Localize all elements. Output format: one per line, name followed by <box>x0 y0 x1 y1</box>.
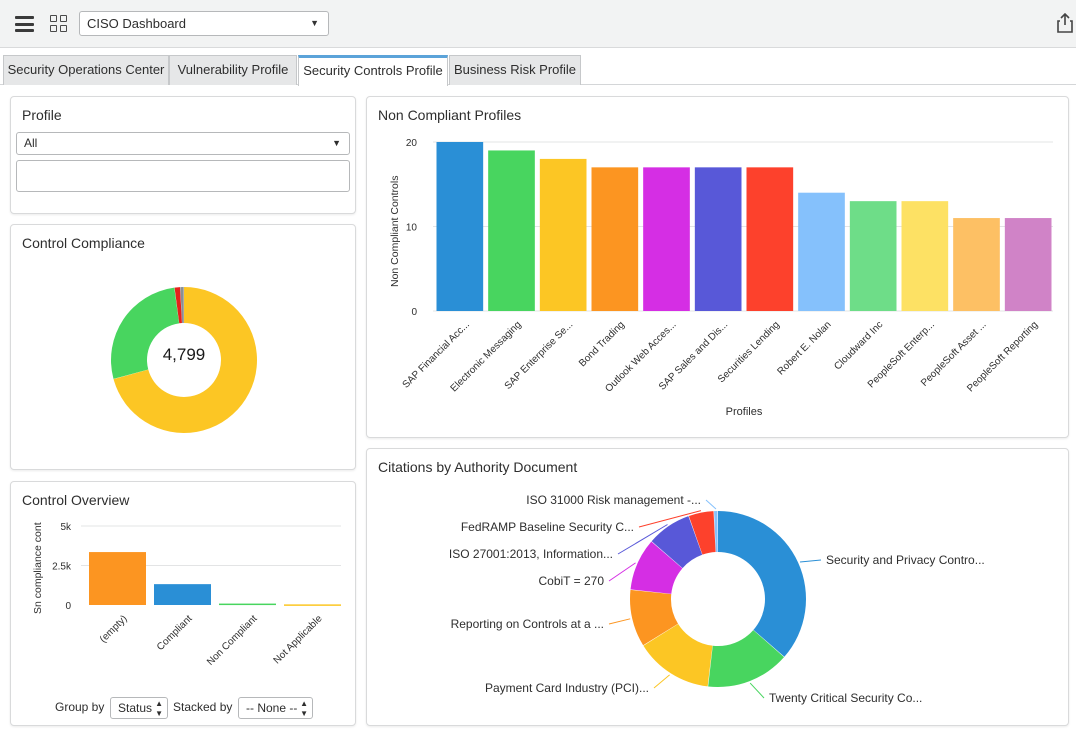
bar-electronic-messaging[interactable] <box>488 150 535 311</box>
stacked-by-label: Stacked by <box>173 700 233 714</box>
citations-card: Citations by Authority Document Security… <box>366 448 1069 726</box>
x-tick-label: Bond Trading <box>577 319 627 369</box>
up-down-icon: ▲ ▼ <box>155 699 163 718</box>
bar-sap-sales-and-dis[interactable] <box>694 167 742 311</box>
leader-line <box>638 510 702 528</box>
group-by-select[interactable]: Status ▲ ▼ <box>110 697 168 719</box>
menu-icon[interactable] <box>15 16 34 32</box>
non-compliant-profiles-chart[interactable]: Non Compliant Controls Profiles 01020SAP… <box>367 97 1070 437</box>
tab-security-controls-profile[interactable]: Security Controls Profile <box>298 55 448 86</box>
slice-label: ISO 31000 Risk management -... <box>526 493 701 507</box>
bar-sap-enterprise-se[interactable] <box>539 158 587 311</box>
slice-label: FedRAMP Baseline Security C... <box>461 520 634 534</box>
control-overview-card: Control Overview Sn compliance cont 0 2.5… <box>10 481 356 726</box>
chevron-down-icon: ▼ <box>332 138 341 148</box>
up-down-icon: ▲ ▼ <box>300 699 308 718</box>
donut-slice-iso-27001-2013-information[interactable] <box>651 516 703 569</box>
donut-slice-payment-card-industry-pci[interactable] <box>643 623 713 687</box>
x-tick-label: (empty) <box>98 613 130 645</box>
bar-robert-e-nolan[interactable] <box>798 192 845 311</box>
bar-compliant[interactable] <box>154 584 211 605</box>
donut-slice-fedramp-baseline-security-c[interactable] <box>688 511 716 555</box>
slice-label: CobiT = 270 <box>539 574 605 588</box>
x-tick-label: Cloudward Inc <box>832 319 885 372</box>
y-axis-label: Non Compliant Controls <box>389 176 401 287</box>
donut-slice-cobit-270[interactable] <box>630 541 683 594</box>
profile-title: Profile <box>22 107 62 123</box>
bar-non-compliant[interactable] <box>219 603 276 606</box>
dashboards-grid-icon[interactable] <box>50 15 68 33</box>
leader-line <box>608 562 636 582</box>
bar-securities-lending[interactable] <box>746 167 794 311</box>
bar-cloudward-inc[interactable] <box>849 201 897 311</box>
stacked-by-select[interactable]: -- None -- ▲ ▼ <box>238 697 313 719</box>
dashboard-select-value: CISO Dashboard <box>87 16 186 31</box>
control-compliance-card: Control Compliance 4,799 <box>10 224 356 470</box>
non-compliant-profiles-title: Non Compliant Profiles <box>378 107 522 123</box>
y-tick-label: 10 <box>406 223 418 234</box>
profile-card: Profile All ▼ <box>10 96 356 214</box>
bar-empty[interactable] <box>89 552 146 605</box>
donut-slice-iso-31000-risk-management[interactable] <box>714 511 718 553</box>
top-bar: CISO Dashboard ▼ <box>0 0 1076 48</box>
y-tick-label: 0 <box>65 601 71 612</box>
y-tick-label: 5k <box>60 522 72 533</box>
bar-sap-financial-acc[interactable] <box>436 142 484 311</box>
y-axis-label: Sn compliance cont <box>32 522 44 614</box>
tab-vulnerability-profile[interactable]: Vulnerability Profile <box>169 55 297 85</box>
stacked-by-value: -- None -- <box>246 701 298 715</box>
donut-slice-twenty-critical-security-co[interactable] <box>708 630 785 687</box>
control-compliance-donut[interactable]: 4,799 <box>11 225 357 471</box>
bar-peoplesoft-reporting[interactable] <box>1004 218 1052 311</box>
donut-slice-1[interactable] <box>111 287 180 379</box>
tab-strip: Security Operations Center Vulnerability… <box>0 48 1076 86</box>
y-tick-label: 2.5k <box>52 562 72 573</box>
control-compliance-title: Control Compliance <box>22 235 145 251</box>
leader-line <box>705 499 717 510</box>
leader-line <box>749 682 765 699</box>
leader-line <box>799 559 822 563</box>
x-tick-label: Not Applicable <box>272 613 325 666</box>
control-overview-chart[interactable]: Sn compliance cont 0 2.5k 5k (empty) Complia… <box>11 482 357 687</box>
donut-slice-0[interactable] <box>113 287 257 433</box>
tab-business-risk-profile[interactable]: Business Risk Profile <box>449 55 581 85</box>
share-icon[interactable] <box>1057 13 1073 33</box>
control-compliance-total: 4,799 <box>163 345 206 364</box>
bar-outlook-web-acces[interactable] <box>643 167 690 311</box>
chevron-down-icon: ▼ <box>310 18 319 28</box>
control-overview-title: Control Overview <box>22 492 130 508</box>
tab-security-operations-center[interactable]: Security Operations Center <box>3 55 169 85</box>
x-tick-label: Non Compliant <box>205 613 260 668</box>
slice-label: Security and Privacy Contro... <box>826 553 985 567</box>
slice-label: Reporting on Controls at a ... <box>451 617 604 631</box>
non-compliant-profiles-card: Non Compliant Profiles Non Compliant Con… <box>366 96 1069 438</box>
dashboard-select[interactable]: CISO Dashboard ▼ <box>79 11 329 36</box>
donut-slice-reporting-on-controls-at-a[interactable] <box>630 589 679 646</box>
donut-slice-3[interactable] <box>180 287 184 324</box>
leader-line <box>608 618 631 625</box>
profile-search-input[interactable] <box>16 160 350 192</box>
profile-select[interactable]: All ▼ <box>16 132 350 155</box>
leader-line <box>653 674 670 689</box>
donut-slice-security-and-privacy-contro[interactable] <box>718 511 806 657</box>
slice-label: Twenty Critical Security Co... <box>769 691 922 705</box>
donut-slice-2[interactable] <box>174 287 182 324</box>
slice-label: ISO 27001:2013, Information... <box>449 547 613 561</box>
bar-not-applicable[interactable] <box>284 604 341 606</box>
x-axis-label: Profiles <box>726 406 763 418</box>
x-tick-label: Robert E. Nolan <box>776 319 834 377</box>
bar-peoplesoft-asset[interactable] <box>953 218 1000 311</box>
x-tick-label: Compliant <box>155 613 195 653</box>
citations-title: Citations by Authority Document <box>378 459 578 475</box>
slice-label: Payment Card Industry (PCI)... <box>485 681 649 695</box>
citations-donut[interactable]: Security and Privacy Contro... Twenty Cri… <box>367 449 1070 725</box>
group-by-label: Group by <box>55 700 105 714</box>
profile-select-value: All <box>24 136 38 150</box>
bar-bond-trading[interactable] <box>591 167 639 311</box>
y-tick-label: 20 <box>406 138 418 149</box>
bar-peoplesoft-enterp[interactable] <box>901 201 949 311</box>
leader-line <box>617 524 668 555</box>
group-by-value: Status <box>118 701 153 715</box>
y-tick-label: 0 <box>411 307 417 318</box>
